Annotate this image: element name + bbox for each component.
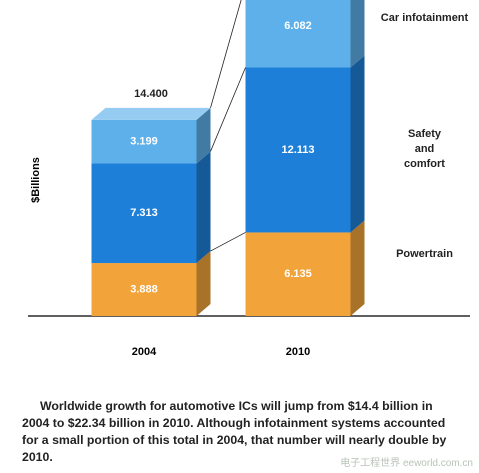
bar-segment [91,163,197,264]
bar-side [196,107,211,164]
value-label: 6.135 [284,268,312,280]
caption: Worldwide growth for automotive ICs will… [22,399,447,464]
value-label: 12.113 [281,144,314,156]
connector [210,67,246,152]
bar-segment [91,263,197,316]
bar-side [350,0,365,68]
value-label: 3.888 [130,283,158,295]
value-label: 3.199 [130,136,158,148]
bar-segment [245,67,351,233]
value-label: 7.313 [130,207,158,219]
x-tick-label: 2004 [132,346,157,358]
bar-top [91,107,211,120]
bar-side [350,55,365,233]
legend-label: Powertrain [396,247,453,260]
bar-side [196,251,211,316]
legend-label: Safety and comfort [404,128,445,171]
total-label: 14.400 [134,88,168,100]
connector [210,232,246,252]
legend-label: Car infotainment [380,11,469,24]
y-axis-label: $Billions [30,157,42,203]
bar-side [196,151,211,264]
bar-segment [245,232,351,316]
bar-side [350,220,365,316]
connector [210,0,242,108]
value-label: 6.082 [284,20,312,32]
bar-segment [245,0,351,68]
bar-segment [91,119,197,164]
watermark: 电子工程世界 eeworld.com.cn [340,458,473,469]
x-tick-label: 2010 [286,346,310,358]
